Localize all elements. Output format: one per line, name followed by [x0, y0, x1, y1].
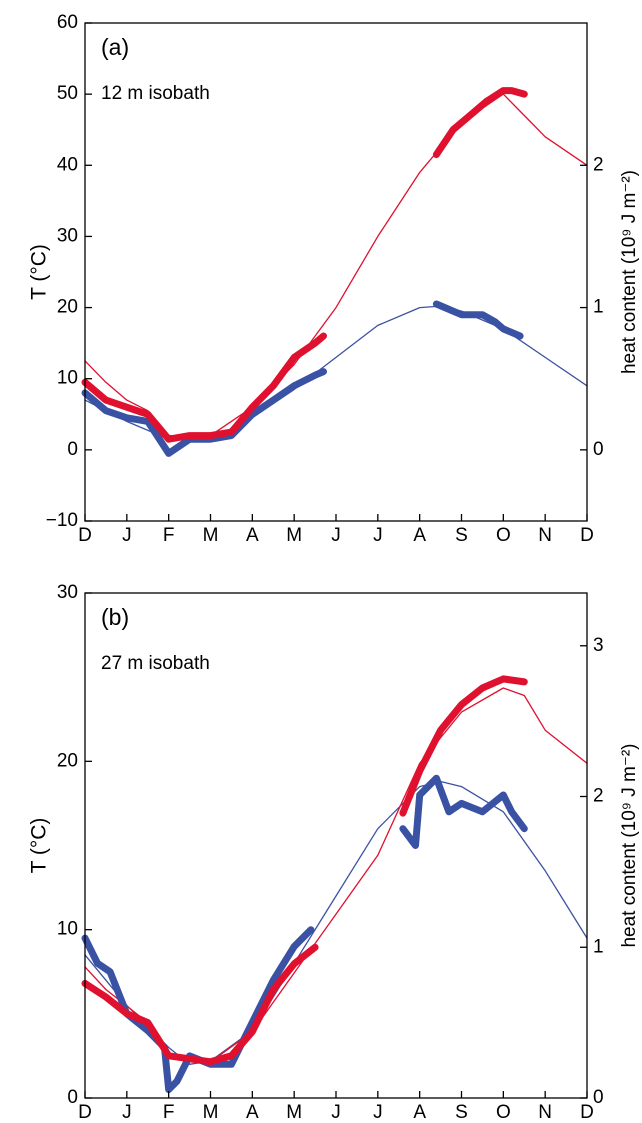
x-tick-label: M — [203, 1102, 219, 1123]
data-line — [81, 87, 528, 443]
x-tick-label: D — [580, 1102, 594, 1123]
y-tick-label: 10 — [57, 919, 78, 940]
y2-tick-label: 2 — [593, 786, 604, 807]
x-tick-label: M — [286, 1102, 302, 1123]
data-line — [81, 774, 528, 1094]
x-tick-label: A — [413, 525, 426, 546]
x-tick-label: D — [580, 525, 594, 546]
annotation: 12 m isobath — [101, 83, 210, 104]
data-line — [84, 305, 588, 440]
y2-tick-label: 1 — [593, 297, 604, 318]
x-tick-label: N — [538, 1102, 552, 1123]
y-tick-label: 20 — [57, 297, 78, 318]
y-tick-label: 20 — [57, 750, 78, 771]
y-tick-label: 0 — [67, 439, 78, 460]
y-axis-label: T (°C) — [28, 818, 51, 874]
x-tick-label: D — [78, 1102, 92, 1123]
y2-tick-label: 0 — [593, 439, 604, 460]
y-tick-label: −10 — [46, 510, 78, 531]
x-tick-label: S — [455, 1102, 468, 1123]
y-tick-label: 0 — [67, 1087, 78, 1108]
panel-label: (a) — [101, 34, 129, 60]
x-tick-label: F — [163, 1102, 175, 1123]
x-tick-label: M — [286, 525, 302, 546]
y-tick-label: 60 — [57, 12, 78, 33]
y2-tick-label: 2 — [593, 154, 604, 175]
y2-tick-label: 0 — [593, 1087, 604, 1108]
x-tick-label: J — [373, 525, 383, 546]
x-tick-label: J — [122, 525, 132, 546]
x-tick-label: O — [496, 1102, 511, 1123]
y-tick-label: 50 — [57, 83, 78, 104]
y2-axis-label: heat content (10⁹ J m⁻²) — [619, 170, 640, 374]
x-tick-label: J — [122, 1102, 132, 1123]
x-tick-label: A — [413, 1102, 426, 1123]
y2-tick-label: 3 — [593, 635, 604, 656]
y2-tick-label: 1 — [593, 936, 604, 957]
data-line — [81, 300, 524, 457]
data-line — [81, 675, 528, 1066]
data-line — [84, 93, 588, 437]
x-tick-label: O — [496, 525, 511, 546]
panel-label: (b) — [101, 604, 129, 630]
x-tick-label: J — [331, 525, 341, 546]
x-tick-label: S — [455, 525, 468, 546]
y-tick-label: 30 — [57, 582, 78, 603]
annotation: 27 m isobath — [101, 653, 210, 674]
x-tick-label: A — [246, 1102, 259, 1123]
x-tick-label: J — [373, 1102, 383, 1123]
x-tick-label: D — [78, 525, 92, 546]
data-line — [84, 687, 588, 1063]
data-line — [84, 780, 588, 1065]
x-tick-label: F — [163, 525, 175, 546]
y-axis-label: T (°C) — [28, 244, 51, 300]
y2-axis-label: heat content (10⁹ J m⁻²) — [619, 743, 640, 947]
y-tick-label: 40 — [57, 154, 78, 175]
x-tick-label: A — [246, 525, 259, 546]
x-tick-label: J — [331, 1102, 341, 1123]
x-tick-label: N — [538, 525, 552, 546]
x-tick-label: M — [203, 525, 219, 546]
y-tick-label: 10 — [57, 368, 78, 389]
y-tick-label: 30 — [57, 225, 78, 246]
